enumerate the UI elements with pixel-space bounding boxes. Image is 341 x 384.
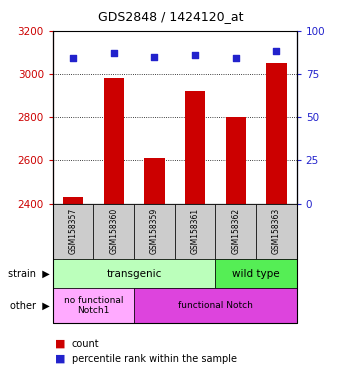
Text: wild type: wild type xyxy=(232,268,280,279)
Text: GSM158362: GSM158362 xyxy=(231,208,240,255)
Point xyxy=(71,55,76,61)
Bar xyxy=(104,78,124,204)
Text: transgenic: transgenic xyxy=(106,268,162,279)
Text: GSM158359: GSM158359 xyxy=(150,208,159,255)
Text: ■: ■ xyxy=(55,339,65,349)
Bar xyxy=(63,197,83,204)
Text: ■: ■ xyxy=(55,354,65,364)
Text: GSM158357: GSM158357 xyxy=(69,208,78,255)
Text: GSM158363: GSM158363 xyxy=(272,208,281,255)
Bar xyxy=(225,117,246,204)
Bar xyxy=(185,91,205,204)
Point xyxy=(111,50,117,56)
Text: strain  ▶: strain ▶ xyxy=(8,268,49,279)
Text: GSM158361: GSM158361 xyxy=(191,208,199,255)
Text: GSM158360: GSM158360 xyxy=(109,208,118,255)
Point xyxy=(192,52,198,58)
Bar xyxy=(144,158,165,204)
Bar xyxy=(266,63,286,204)
Text: GDS2848 / 1424120_at: GDS2848 / 1424120_at xyxy=(98,10,243,23)
Point xyxy=(273,48,279,55)
Text: other  ▶: other ▶ xyxy=(10,300,49,310)
Text: percentile rank within the sample: percentile rank within the sample xyxy=(72,354,237,364)
Text: functional Notch: functional Notch xyxy=(178,301,253,310)
Text: no functional
Notch1: no functional Notch1 xyxy=(64,296,123,315)
Point xyxy=(152,53,157,60)
Text: count: count xyxy=(72,339,99,349)
Point xyxy=(233,55,238,61)
